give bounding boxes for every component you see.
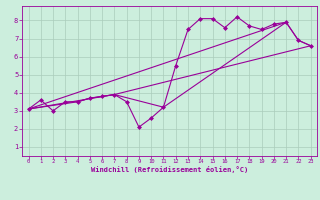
- X-axis label: Windchill (Refroidissement éolien,°C): Windchill (Refroidissement éolien,°C): [91, 166, 248, 173]
